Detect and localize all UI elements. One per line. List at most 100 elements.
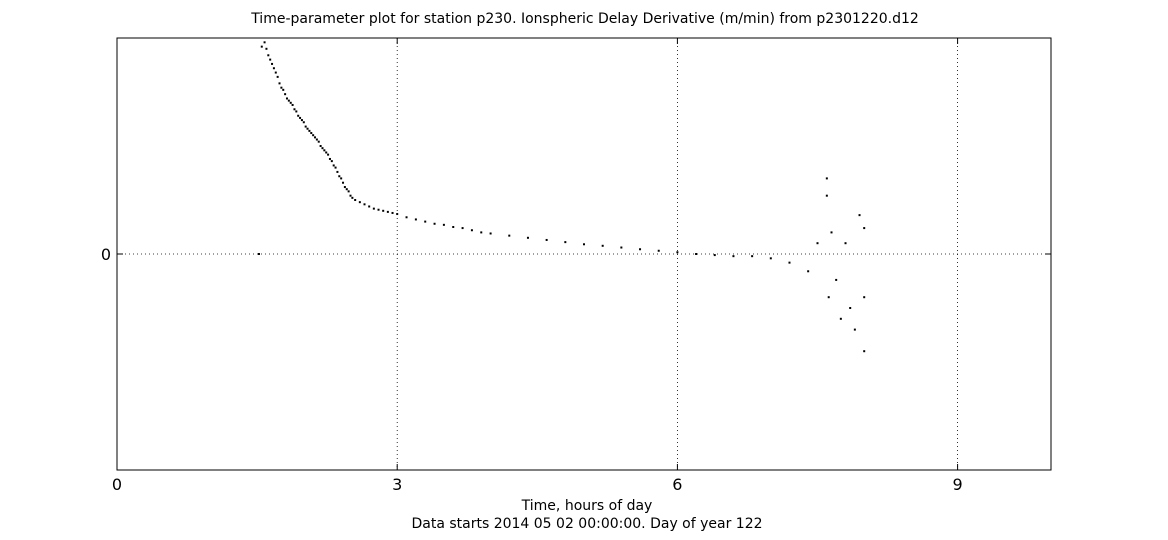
data-point: [304, 125, 307, 128]
data-point: [291, 103, 294, 106]
data-point: [372, 207, 375, 210]
data-point: [323, 149, 326, 152]
data-point: [328, 157, 331, 160]
data-point: [545, 238, 548, 241]
data-point: [844, 242, 847, 245]
data-point: [839, 317, 842, 320]
data-point: [657, 249, 660, 252]
data-point: [788, 261, 791, 264]
data-point: [461, 227, 464, 230]
data-point: [863, 350, 866, 353]
x-tick-label: 9: [953, 475, 963, 494]
data-point: [334, 166, 337, 169]
data-point: [564, 241, 567, 244]
data-point: [343, 186, 346, 189]
data-point: [358, 201, 361, 204]
data-point: [386, 210, 389, 213]
grid-lines: [117, 38, 1051, 470]
data-point: [297, 114, 300, 117]
data-point: [260, 45, 263, 48]
data-point: [285, 97, 288, 100]
data-point: [396, 213, 399, 216]
data-point: [345, 188, 348, 191]
data-point: [470, 229, 473, 232]
data-point: [269, 58, 272, 61]
data-point: [312, 134, 315, 137]
data-point: [327, 153, 330, 156]
data-point: [287, 99, 290, 102]
data-point: [769, 257, 772, 260]
data-point: [257, 253, 260, 255]
data-point: [816, 242, 819, 245]
data-point: [330, 160, 333, 163]
data-point: [308, 129, 311, 132]
data-point: [274, 71, 277, 74]
data-point: [332, 164, 335, 167]
data-point: [807, 270, 810, 273]
data-point: [280, 86, 283, 89]
data-point: [849, 307, 852, 309]
data-point: [299, 116, 302, 119]
data-point: [830, 231, 833, 234]
data-point: [508, 234, 511, 237]
data-point: [424, 220, 427, 223]
data-point: [293, 108, 296, 111]
data-point: [321, 147, 324, 150]
data-point: [300, 119, 303, 122]
data-point: [583, 243, 585, 246]
data-point: [314, 136, 317, 139]
data-point: [351, 196, 354, 199]
data-point: [276, 75, 279, 78]
data-point: [827, 296, 830, 299]
data-point: [620, 246, 623, 249]
data-point: [835, 278, 838, 281]
data-point: [452, 226, 455, 228]
x-axis-sublabel: Data starts 2014 05 02 00:00:00. Day of …: [411, 516, 762, 532]
data-point: [347, 190, 350, 193]
data-point: [302, 121, 305, 124]
data-point: [713, 254, 716, 257]
data-point: [319, 145, 322, 147]
plot-frame: [116, 37, 1052, 471]
data-point: [340, 177, 343, 180]
y-tick-label: 0: [101, 245, 111, 264]
data-point: [825, 194, 828, 197]
data-point: [480, 231, 483, 234]
data-point: [271, 62, 274, 65]
data-point: [601, 244, 604, 247]
data-point: [278, 82, 281, 85]
data-point: [676, 251, 679, 254]
x-tick-labels: 0 3 6 9: [112, 475, 963, 494]
data-point: [751, 255, 754, 258]
data-point: [354, 199, 357, 201]
chart-title: Time-parameter plot for station p230. Io…: [250, 11, 919, 27]
data-point: [414, 218, 417, 221]
x-axis-label: Time, hours of day: [521, 498, 653, 514]
x-tick-label: 3: [392, 475, 402, 494]
data-point: [442, 223, 445, 226]
data-point: [433, 222, 436, 225]
data-point: [317, 140, 320, 143]
data-point: [363, 203, 366, 206]
x-tick-label: 0: [112, 475, 122, 494]
data-point: [267, 54, 270, 57]
data-point: [863, 296, 866, 299]
data-point: [825, 177, 828, 180]
data-point: [342, 181, 345, 184]
data-point: [853, 328, 856, 331]
data-point: [325, 151, 328, 154]
data-point: [732, 255, 735, 258]
data-point: [349, 194, 352, 197]
data-point: [377, 208, 380, 211]
data-points: [257, 41, 866, 353]
data-point: [263, 41, 266, 44]
data-point: [310, 132, 313, 135]
data-point: [639, 248, 642, 251]
data-point: [338, 175, 341, 178]
data-point: [368, 205, 371, 208]
data-point: [391, 211, 394, 214]
data-point: [382, 209, 385, 212]
data-point: [863, 227, 866, 230]
data-point: [695, 253, 698, 255]
